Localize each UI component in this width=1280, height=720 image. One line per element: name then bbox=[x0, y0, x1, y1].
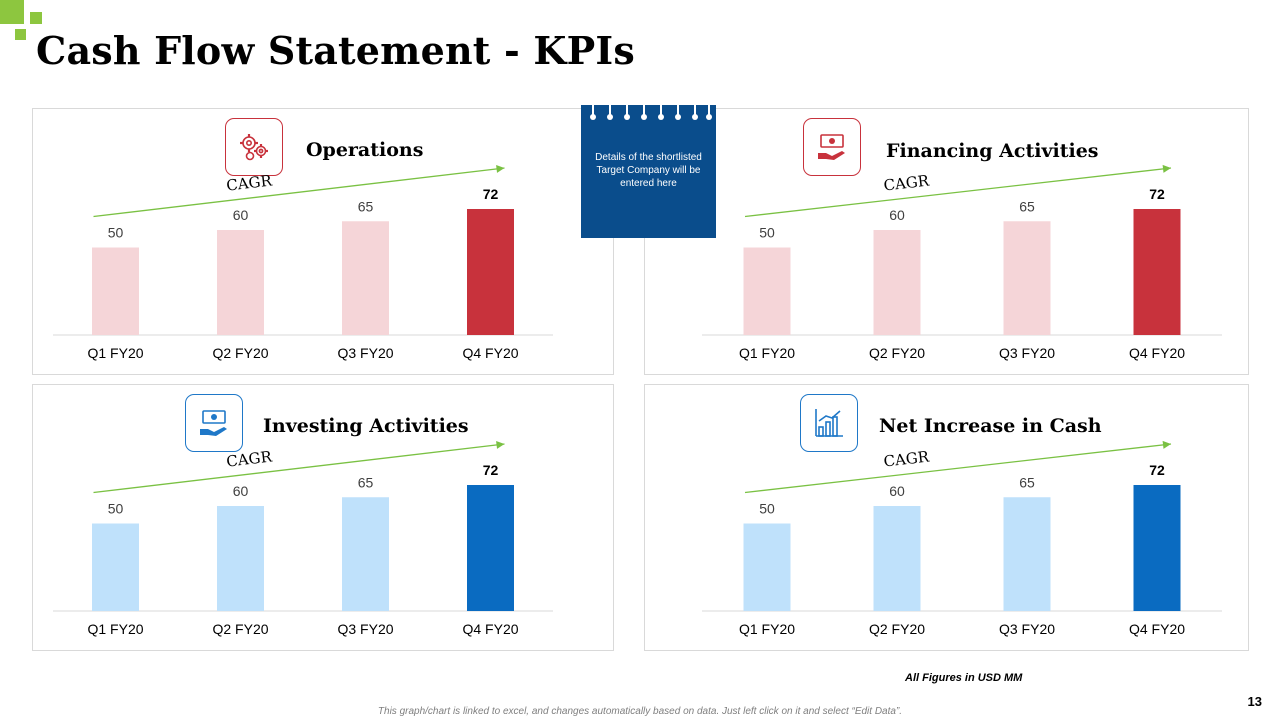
money-hand-icon bbox=[200, 410, 227, 436]
bar bbox=[873, 230, 921, 335]
money-hand-icon bbox=[818, 134, 845, 160]
units-note: All Figures in USD MM bbox=[905, 672, 1023, 684]
bar bbox=[217, 506, 264, 611]
bar bbox=[92, 247, 139, 335]
tick-label: Q4 FY20 bbox=[462, 621, 518, 637]
data-label: 50 bbox=[759, 501, 775, 517]
data-label: 60 bbox=[233, 207, 249, 223]
bar bbox=[467, 485, 514, 611]
bar bbox=[342, 221, 389, 335]
bar bbox=[342, 497, 389, 611]
data-label: 72 bbox=[483, 186, 499, 202]
bar-chart: 50 Q1 FY20 60 Q2 FY20 65 Q3 FY20 72 Q4 FY20 CAGR bbox=[702, 164, 1222, 361]
tick-label: Q1 FY20 bbox=[87, 621, 143, 637]
panel-title: Net Increase in Cash bbox=[879, 415, 1102, 437]
icon-box bbox=[803, 118, 861, 176]
tick-label: Q2 FY20 bbox=[212, 345, 268, 361]
corner-decoration bbox=[30, 12, 42, 24]
data-label: 50 bbox=[108, 501, 124, 517]
panel-title: Investing Activities bbox=[263, 415, 469, 437]
bar-chart-icon bbox=[815, 409, 843, 437]
icon-box bbox=[225, 118, 283, 176]
notepad-callout: Details of the shortlisted Target Compan… bbox=[581, 105, 716, 238]
icon-box bbox=[185, 394, 243, 452]
cagr-arrow-line bbox=[93, 167, 505, 218]
bar bbox=[743, 247, 791, 335]
cagr-arrow-line bbox=[744, 443, 1172, 494]
data-label: 65 bbox=[1019, 474, 1035, 490]
tick-label: Q4 FY20 bbox=[462, 345, 518, 361]
tick-label: Q4 FY20 bbox=[1129, 345, 1185, 361]
bar bbox=[467, 209, 514, 335]
cagr-label: CAGR bbox=[883, 172, 931, 195]
data-label: 72 bbox=[1149, 186, 1165, 202]
tick-label: Q1 FY20 bbox=[739, 621, 795, 637]
data-label: 72 bbox=[1149, 462, 1165, 478]
cagr-label: CAGR bbox=[225, 171, 273, 194]
page-number: 13 bbox=[1247, 694, 1262, 709]
data-label: 60 bbox=[889, 207, 905, 223]
data-label: 65 bbox=[358, 474, 374, 490]
bar bbox=[1133, 485, 1181, 611]
gears-icon bbox=[240, 134, 268, 161]
bar bbox=[873, 506, 921, 611]
chart-panel-operations[interactable]: Operations 50 Q1 FY20 60 Q2 FY20 65 Q3 FY20 72… bbox=[32, 108, 614, 375]
spiral-binding bbox=[590, 105, 712, 120]
footer-note: This graph/chart is linked to excel, and… bbox=[377, 706, 903, 717]
data-label: 50 bbox=[759, 225, 775, 241]
bar bbox=[217, 230, 264, 335]
cagr-arrow-head bbox=[496, 164, 505, 173]
bar-chart: 50 Q1 FY20 60 Q2 FY20 65 Q3 FY20 72 Q4 FY20 CAGR bbox=[53, 164, 553, 361]
bar-chart: 50 Q1 FY20 60 Q2 FY20 65 Q3 FY20 72 Q4 FY20 CAGR bbox=[702, 440, 1222, 637]
tick-label: Q1 FY20 bbox=[739, 345, 795, 361]
chart-panel-net-increase-in-cash[interactable]: Net Increase in Cash 50 Q1 FY20 60 Q2 FY20 6… bbox=[644, 384, 1249, 651]
data-label: 60 bbox=[233, 483, 249, 499]
icon-box bbox=[800, 394, 858, 452]
tick-label: Q2 FY20 bbox=[869, 621, 925, 637]
tick-label: Q2 FY20 bbox=[212, 621, 268, 637]
panel-title: Financing Activities bbox=[886, 140, 1099, 162]
corner-decoration bbox=[15, 29, 26, 40]
data-label: 65 bbox=[358, 198, 374, 214]
tick-label: Q1 FY20 bbox=[87, 345, 143, 361]
data-label: 72 bbox=[483, 462, 499, 478]
data-label: 60 bbox=[889, 483, 905, 499]
bar bbox=[1133, 209, 1181, 335]
tick-label: Q2 FY20 bbox=[869, 345, 925, 361]
cagr-arrow-head bbox=[496, 440, 505, 449]
bar bbox=[743, 523, 791, 611]
panel-title: Operations bbox=[306, 139, 424, 161]
page-title: Cash Flow Statement - KPIs bbox=[36, 28, 635, 73]
tick-label: Q3 FY20 bbox=[337, 345, 393, 361]
bar bbox=[1003, 497, 1051, 611]
data-label: 65 bbox=[1019, 198, 1035, 214]
cagr-arrow-line bbox=[744, 167, 1172, 218]
cagr-label: CAGR bbox=[883, 448, 931, 471]
note-text: Details of the shortlisted Target Compan… bbox=[595, 152, 702, 189]
tick-label: Q3 FY20 bbox=[999, 345, 1055, 361]
bar-chart: 50 Q1 FY20 60 Q2 FY20 65 Q3 FY20 72 Q4 FY20 CAGR bbox=[53, 440, 553, 637]
data-label: 50 bbox=[108, 225, 124, 241]
chart-panel-investing-activities[interactable]: Investing Activities 50 Q1 FY20 60 Q2 FY20 6… bbox=[32, 384, 614, 651]
bar bbox=[1003, 221, 1051, 335]
tick-label: Q4 FY20 bbox=[1129, 621, 1185, 637]
tick-label: Q3 FY20 bbox=[999, 621, 1055, 637]
corner-decoration bbox=[0, 0, 24, 24]
cagr-arrow-head bbox=[1162, 164, 1171, 173]
bar bbox=[92, 523, 139, 611]
cagr-arrow-head bbox=[1162, 440, 1171, 449]
cagr-label: CAGR bbox=[225, 447, 273, 470]
tick-label: Q3 FY20 bbox=[337, 621, 393, 637]
cagr-arrow-line bbox=[93, 443, 505, 494]
chart-panel-financing-activities[interactable]: Financing Activities 50 Q1 FY20 60 Q2 FY20 6… bbox=[644, 108, 1249, 375]
